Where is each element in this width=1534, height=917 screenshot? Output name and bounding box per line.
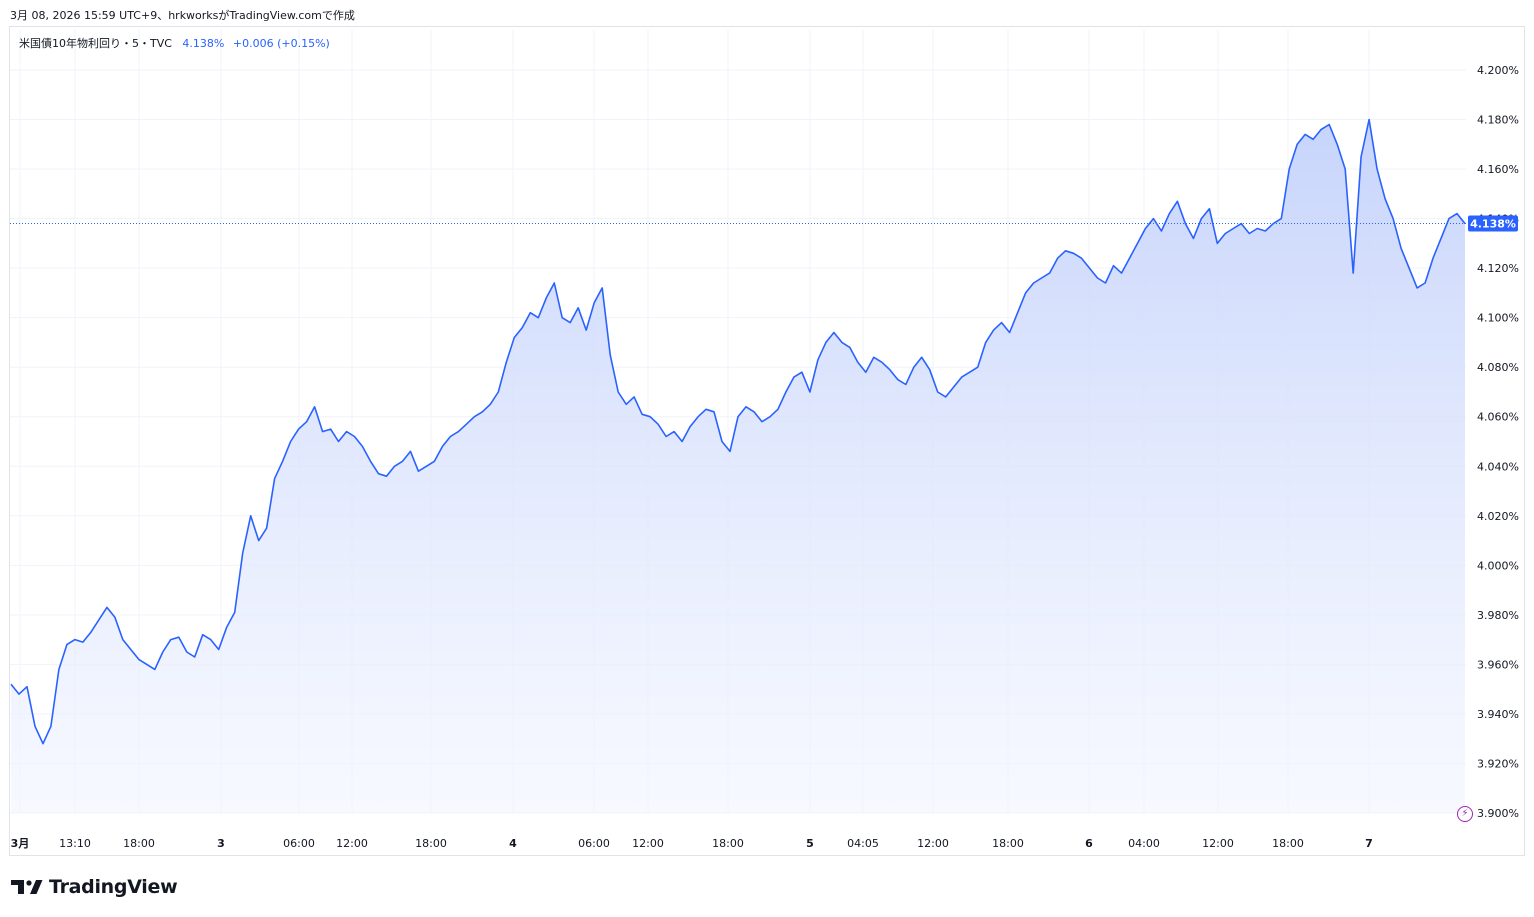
y-tick-label: 4.120%	[1477, 262, 1519, 275]
x-tick-label: 6	[1085, 837, 1093, 850]
y-tick-label: 3.920%	[1477, 757, 1519, 770]
chart-caption: 3月 08, 2026 15:59 UTC+9、hrkworksがTrading…	[10, 9, 355, 22]
x-tick-label: 04:00	[1128, 837, 1160, 850]
y-tick-label: 3.900%	[1477, 807, 1519, 820]
series-area	[11, 119, 1465, 813]
y-tick-label: 4.160%	[1477, 163, 1519, 176]
x-tick-label: 3	[217, 837, 225, 850]
tv-logo-icon	[11, 880, 43, 894]
x-tick-label: 12:00	[632, 837, 664, 850]
x-tick-label: 06:00	[578, 837, 610, 850]
flash-icon[interactable]: ⚡	[1457, 806, 1473, 822]
x-tick-label: 18:00	[1272, 837, 1304, 850]
x-tick-label: 04:05	[847, 837, 879, 850]
x-tick-label: 06:00	[283, 837, 315, 850]
y-tick-label: 3.980%	[1477, 609, 1519, 622]
y-tick-label: 4.020%	[1477, 510, 1519, 523]
y-tick-label: 3.940%	[1477, 708, 1519, 721]
x-tick-label: 12:00	[1202, 837, 1234, 850]
y-tick-label: 4.000%	[1477, 559, 1519, 572]
chart-frame	[9, 26, 1525, 856]
y-tick-label: 4.040%	[1477, 460, 1519, 473]
y-axis: 4.200%4.180%4.160%4.140%4.120%4.100%4.08…	[1477, 64, 1519, 820]
x-axis: 3月 13:10 18:00 3 06:00 12:00 18:00 4 06:00 12:00 1…	[11, 837, 1373, 850]
brand-wordmark: TradingView	[49, 876, 178, 898]
last-value: 4.138%	[182, 37, 225, 50]
y-tick-label: 4.080%	[1477, 361, 1519, 374]
x-tick-label: 18:00	[415, 837, 447, 850]
tradingview-logo[interactable]: TradingView	[11, 876, 178, 898]
x-tick-label: 12:00	[917, 837, 949, 850]
price-change: +0.006 (+0.15%)	[232, 37, 330, 50]
x-tick-label: 5	[806, 837, 814, 850]
x-tick-label: 18:00	[712, 837, 744, 850]
x-tick-label: 7	[1365, 837, 1373, 850]
symbol-legend[interactable]: 米国債10年物利回り・5・TVC 4.138% +0.006 (+0.15%)	[19, 35, 330, 51]
y-tick-label: 4.200%	[1477, 64, 1519, 77]
x-tick-label: 12:00	[336, 837, 368, 850]
x-tick-label: 4	[509, 837, 517, 850]
last-value-marker: 4.138%	[10, 215, 1518, 232]
series-layer	[10, 118, 1466, 813]
last-value-tag	[1468, 215, 1518, 232]
last-value-tag-label: 4.138%	[1470, 218, 1516, 231]
y-tick-label: 3.960%	[1477, 658, 1519, 671]
y-tick-label: 4.060%	[1477, 411, 1519, 424]
x-tick-label: 13:10	[59, 837, 91, 850]
y-tick-label: 4.100%	[1477, 312, 1519, 325]
x-tick-label: 3月	[11, 837, 30, 850]
x-tick-label: 18:00	[992, 837, 1024, 850]
x-tick-label: 18:00	[123, 837, 155, 850]
y-tick-label: 4.180%	[1477, 114, 1519, 127]
series-line	[10, 118, 1466, 745]
symbol-name: 米国債10年物利回り・5・TVC	[19, 37, 172, 50]
